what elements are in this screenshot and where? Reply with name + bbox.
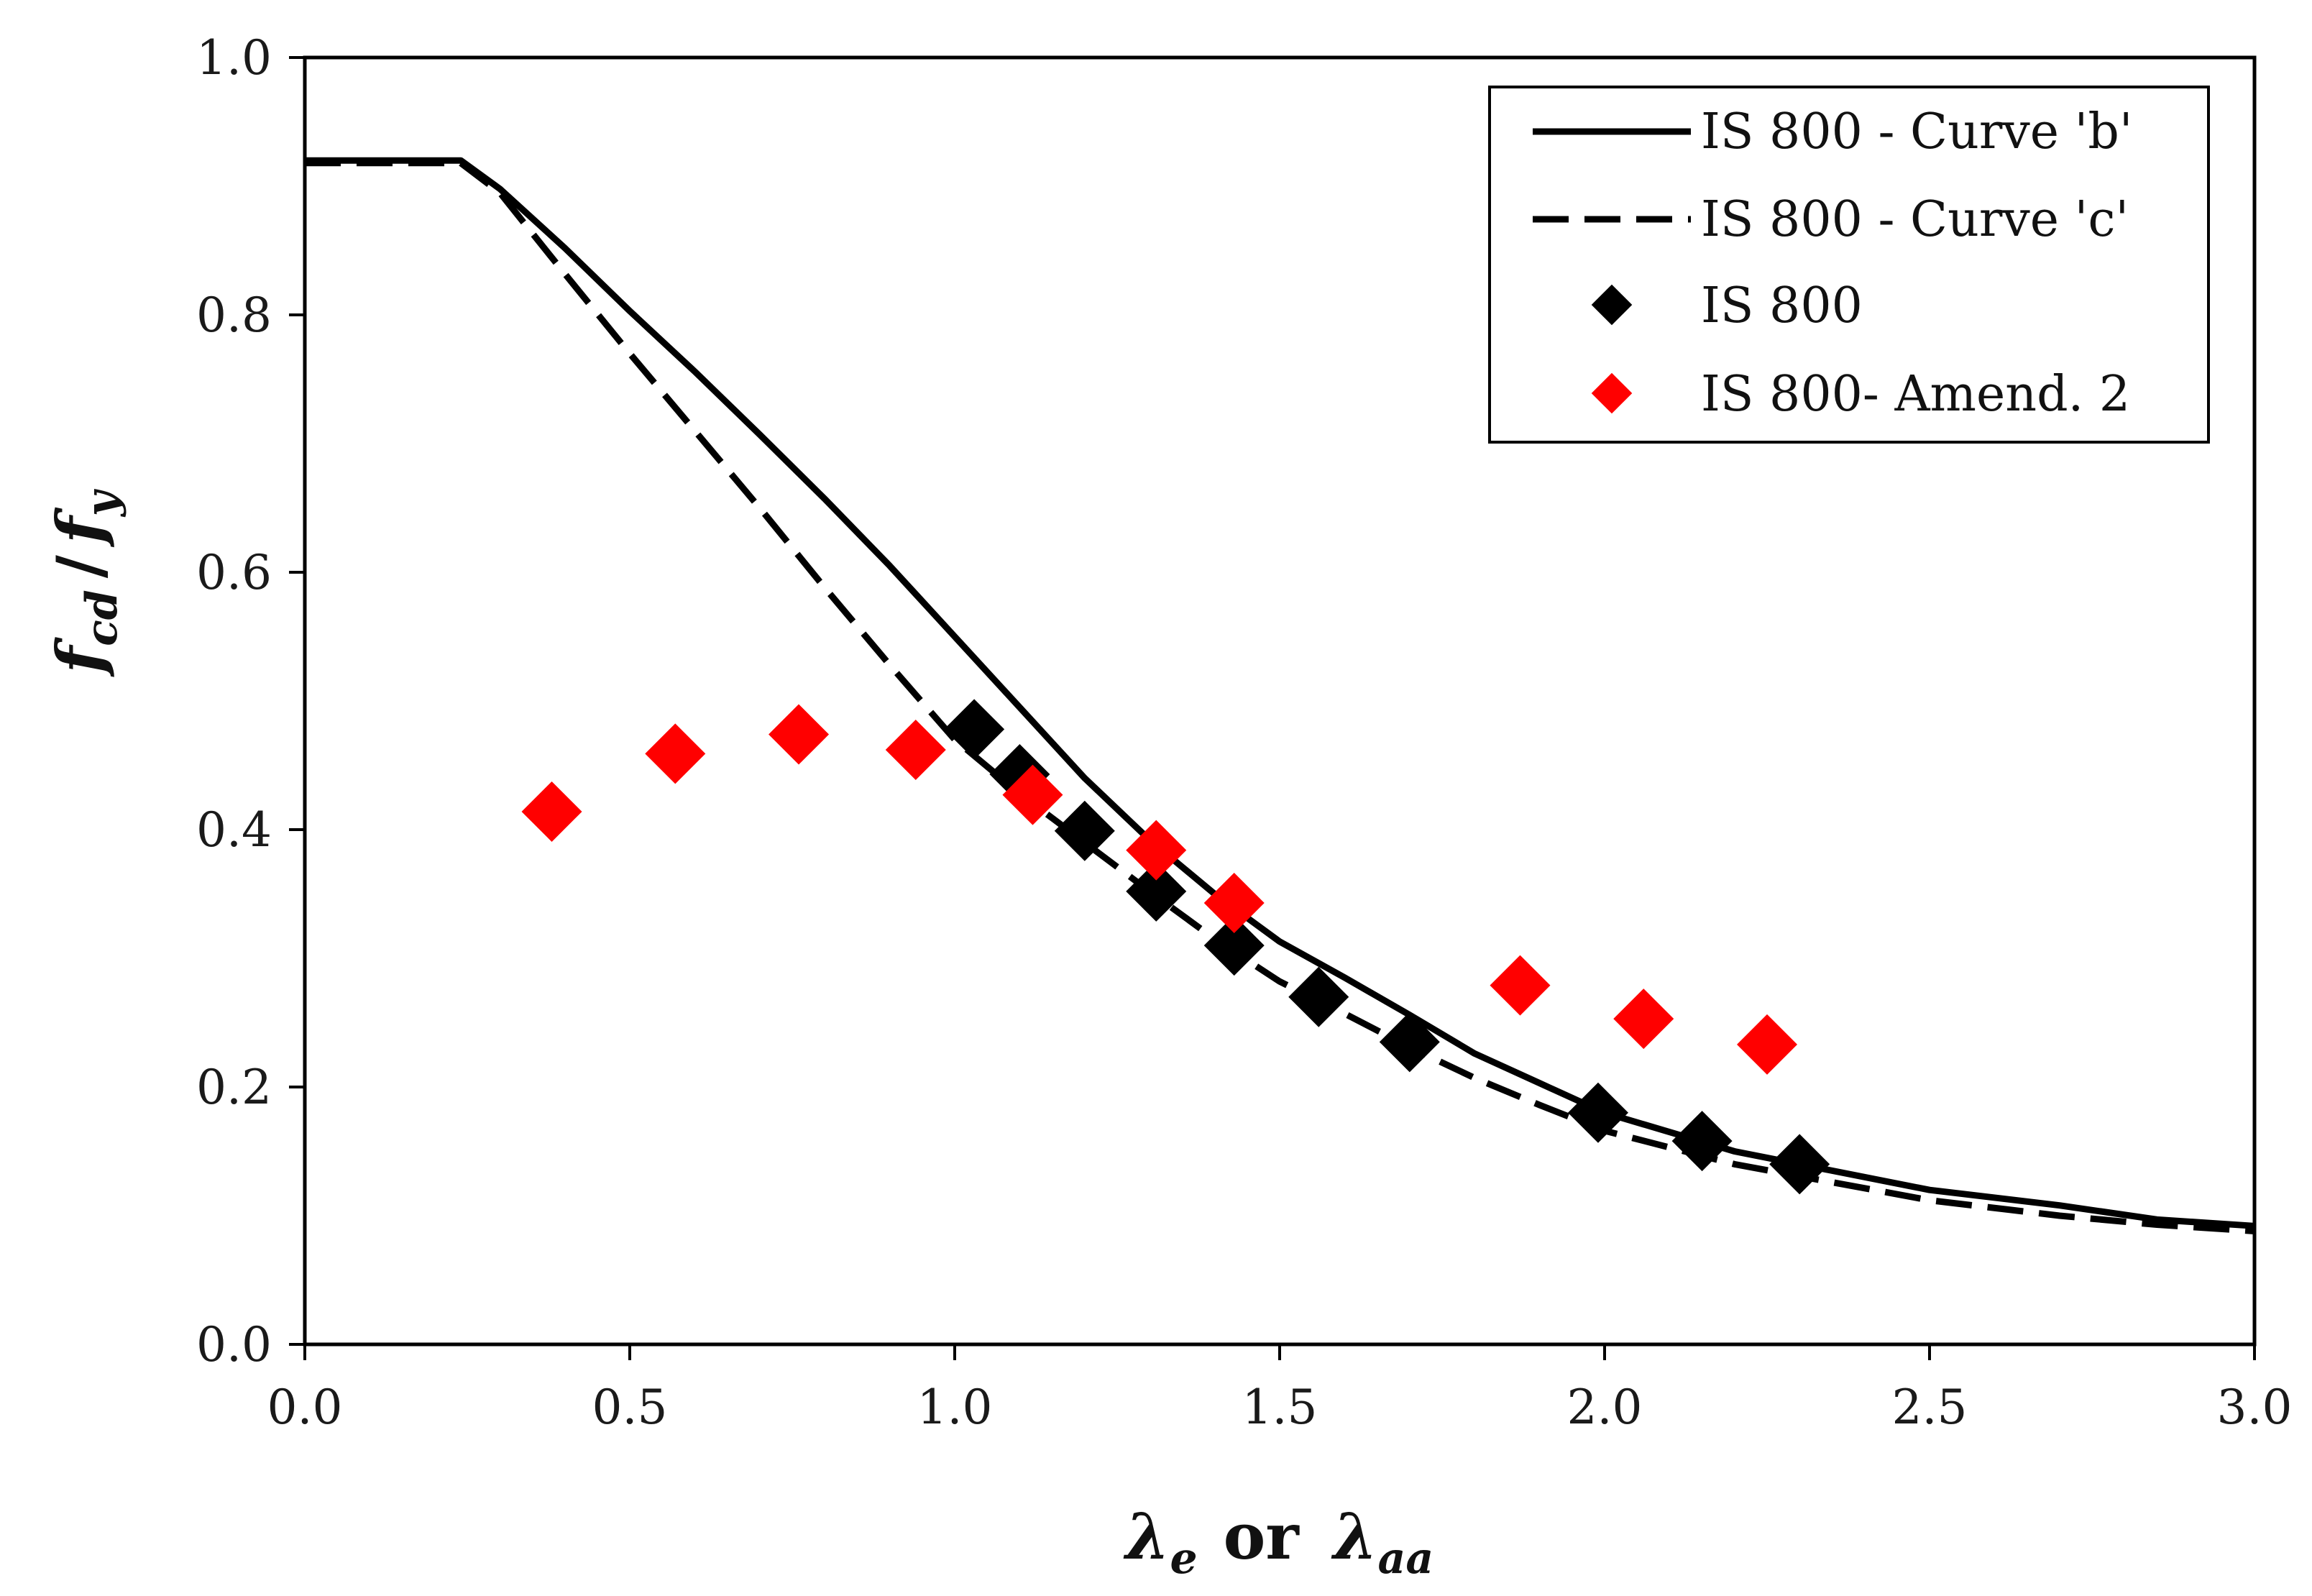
data-point-is-800 [1054,800,1115,861]
legend-label-is800: IS 800 [1701,278,1863,334]
data-point-is-800-amend-2 [1203,873,1265,934]
data-point-is-800 [1769,1134,1830,1195]
x-axis-ticks [303,1344,2256,1360]
legend-label-amend2: IS 800- Amend. 2 [1701,366,2130,423]
legend-marker-amend2 [1591,372,1633,414]
data-point-is-800 [944,699,1005,760]
legend: IS 800 - Curve 'b' IS 800 - Curve 'c' IS… [1488,86,2210,444]
data-point-is-800-amend-2 [1737,1014,1797,1075]
legend-marker-is800 [1591,284,1633,326]
x-axis-label-sub1: e [1170,1533,1197,1584]
data-point-is-800 [1126,861,1187,922]
x-axis-tick-labels: 0.0 0.5 1.0 1.5 2.0 2.5 3.0 [267,1380,2293,1435]
y-tick-label: 0.4 [196,802,272,858]
y-axis-label-slash: / [42,554,117,578]
y-axis-ticks [289,56,305,1346]
legend-label-curve-b: IS 800 - Curve 'b' [1701,104,2133,160]
data-point-is-800 [1671,1111,1733,1172]
x-axis-label-sub2: aa [1377,1533,1433,1584]
data-point-is-800 [1288,966,1349,1027]
y-tick-label: 0.6 [196,545,272,600]
x-tick-label: 1.5 [1242,1380,1318,1435]
x-tick-label: 0.0 [267,1380,343,1435]
data-point-is-800-amend-2 [1002,764,1063,825]
data-point-is-800-amend-2 [645,723,706,784]
x-axis-label: λe or λaa [1123,1499,1433,1584]
y-axis-label-sub1: cd [77,590,127,646]
data-point-is-800-amend-2 [1490,955,1551,1016]
data-point-is-800-amend-2 [885,720,946,781]
y-tick-label: 0.8 [196,288,272,343]
data-point-is-800-amend-2 [1126,820,1187,881]
data-point-is-800-amend-2 [769,704,830,765]
data-point-is-800-amend-2 [1613,989,1674,1050]
x-axis-label-lambda2: λ [1331,1499,1378,1574]
x-tick-label: 2.5 [1892,1380,1968,1435]
y-axis-label: fcd/fy [42,488,127,677]
y-tick-label: 0.2 [196,1060,272,1115]
y-axis-tick-labels: 0.0 0.2 0.4 0.6 0.8 1.0 [196,30,272,1372]
data-point-is-800 [1379,1012,1440,1073]
y-axis-label-sub2: y [77,488,127,518]
y-tick-label: 0.0 [196,1317,272,1372]
x-tick-label: 3.0 [2217,1380,2293,1435]
x-tick-label: 2.0 [1567,1380,1643,1435]
y-tick-label: 1.0 [196,30,272,86]
data-point-is-800 [1203,915,1265,976]
data-point-is-800 [1567,1082,1628,1143]
series-layer [305,157,2255,1234]
x-axis-label-or: or [1224,1499,1300,1574]
data-point-is-800-amend-2 [521,781,582,842]
legend-label-curve-c: IS 800 - Curve 'c' [1701,191,2129,248]
x-axis-label-lambda1: λ [1123,1499,1170,1574]
x-tick-label: 0.5 [592,1380,668,1435]
x-tick-label: 1.0 [917,1380,993,1435]
